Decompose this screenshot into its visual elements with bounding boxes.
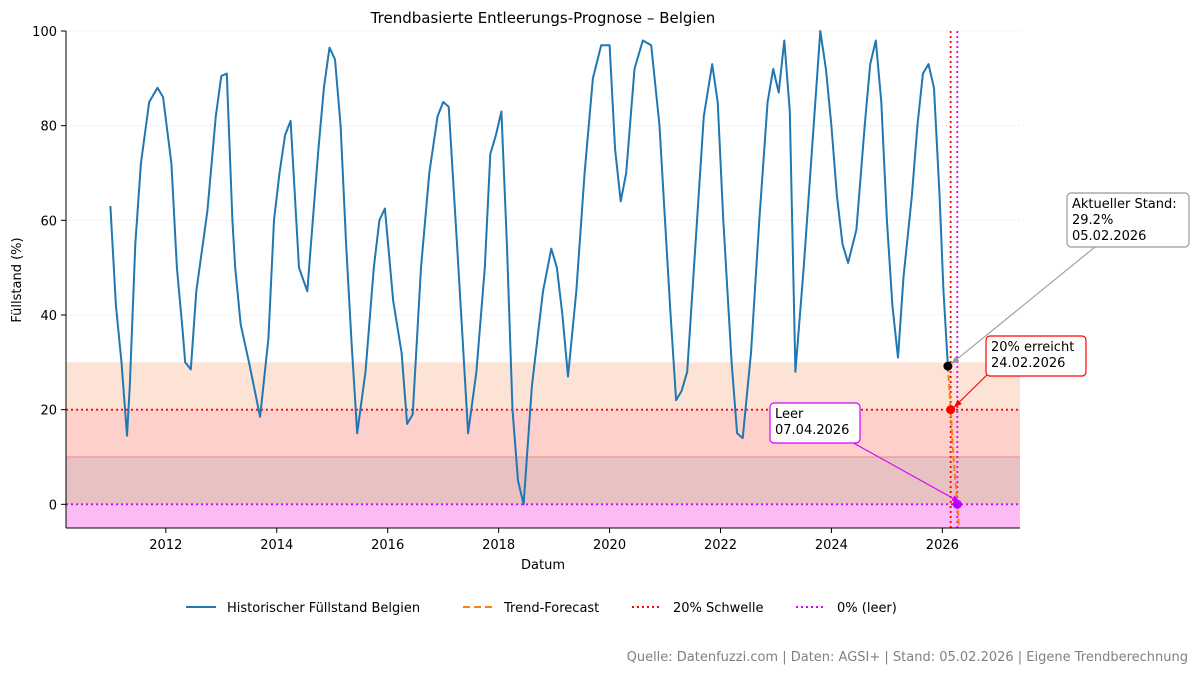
annotations: Aktueller Stand:29.2%05.02.2026 20% errei…	[769, 192, 1190, 503]
chart-title: Trendbasierte Entleerungs-Prognose – Bel…	[370, 9, 716, 27]
legend-label-2: 20% Schwelle	[673, 601, 764, 616]
annotation-arrow-1	[953, 371, 991, 409]
source-note: Quelle: Datenfuzzi.com | Daten: AGSI+ | …	[626, 650, 1188, 665]
legend-label-3: 0% (leer)	[837, 601, 897, 616]
annotation-arrow-0	[950, 246, 1096, 365]
historical-series-line	[109, 30, 949, 506]
annotation-box-0	[1066, 192, 1190, 248]
y-tick-label-0: 0	[49, 498, 57, 513]
y-tick-label-20: 20	[40, 404, 57, 419]
x-tick-label-2014: 2014	[260, 538, 293, 553]
y-tick-label-60: 60	[40, 214, 57, 229]
x-axis-label: Datum	[521, 558, 565, 573]
annotation-text-1-0: 20% erreicht	[991, 340, 1074, 355]
x-tick-label-2016: 2016	[371, 538, 404, 553]
x-tick-label-2020: 2020	[593, 538, 626, 553]
band-2	[66, 457, 1020, 505]
y-axis-label: Füllstand (%)	[10, 237, 25, 322]
data-series	[66, 30, 1020, 529]
x-tick-label-2024: 2024	[815, 538, 848, 553]
annotation-arrowhead-2	[951, 495, 961, 503]
annotation-text-2-1: 07.04.2026	[775, 423, 849, 438]
legend-label-1: Trend-Forecast	[503, 601, 599, 616]
y-tick-label-40: 40	[40, 309, 57, 324]
annotation-arrowhead-0	[950, 356, 960, 365]
x-tick-label-2018: 2018	[482, 538, 515, 553]
x-tick-label-2026: 2026	[926, 538, 959, 553]
annotation-box-2	[769, 402, 861, 444]
annotation-arrowhead-1	[953, 399, 962, 408]
annotation-text-2-0: Leer	[775, 407, 804, 422]
threshold-bands	[66, 362, 1020, 528]
legend: Historischer Füllstand Belgien Trend-Fore…	[186, 601, 897, 616]
annotation-arrow-2	[847, 439, 961, 503]
x-tick-label-2012: 2012	[149, 538, 182, 553]
legend-label-0: Historischer Füllstand Belgien	[227, 601, 420, 616]
y-tick-label-100: 100	[32, 25, 57, 40]
band-3	[66, 504, 1020, 528]
annotation-text-0-1: 29.2%	[1072, 213, 1113, 228]
band-0	[66, 362, 1020, 410]
y-tick-label-80: 80	[40, 120, 57, 135]
annotation-text-0-0: Aktueller Stand:	[1072, 197, 1177, 212]
marker-point-0	[943, 361, 953, 371]
marker-point-1	[946, 405, 956, 415]
x-tick-label-2022: 2022	[704, 538, 737, 553]
axes: 0 20 40 60 80 100 2012 2014 2016 2018 2020 2022 2024…	[32, 25, 1020, 553]
forecast-series-line	[946, 366, 960, 529]
annotation-box-1	[985, 335, 1087, 377]
annotation-text-1-1: 24.02.2026	[991, 356, 1065, 371]
annotation-text-0-2: 05.02.2026	[1072, 229, 1146, 244]
band-1	[66, 409, 1020, 457]
